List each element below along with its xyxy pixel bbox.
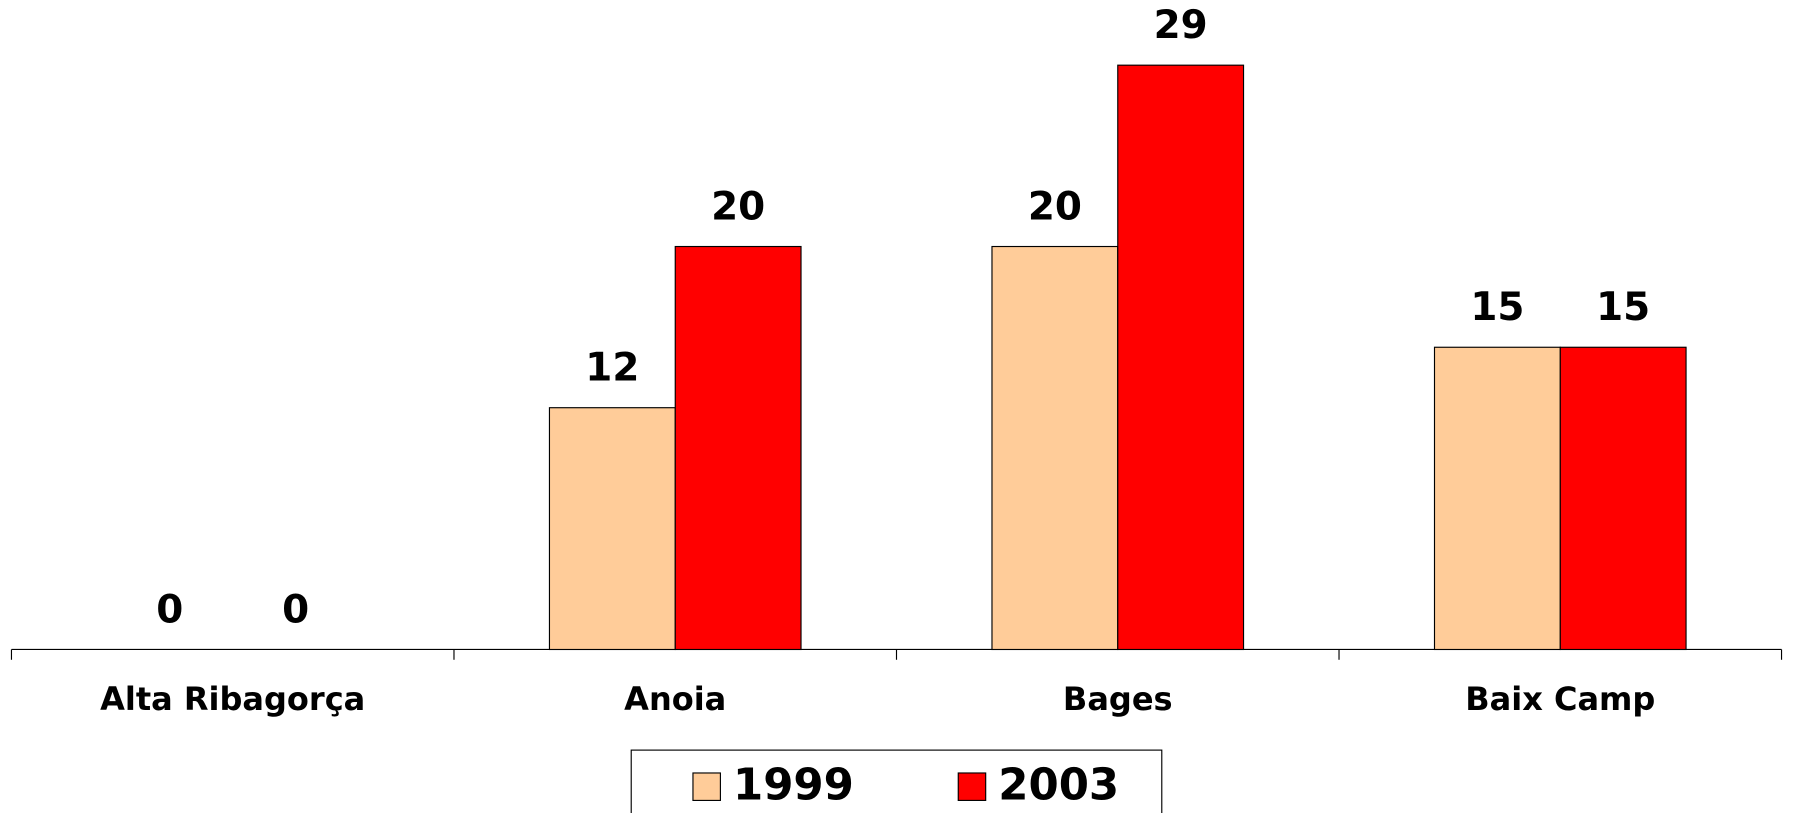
data-label: 12 (585, 345, 639, 390)
legend-label: 2003 (998, 760, 1119, 810)
bar (1433, 346, 1561, 651)
x-tick-label: Alta Ribagorça (100, 680, 365, 718)
data-label: 15 (1470, 285, 1524, 330)
data-label: 0 (156, 587, 183, 632)
x-tick-label: Baix Camp (1465, 680, 1655, 718)
data-label: 20 (1028, 184, 1082, 229)
bar (991, 245, 1119, 651)
legend-swatch (692, 772, 721, 801)
data-label: 29 (1154, 3, 1208, 48)
legend-label: 1999 (733, 760, 854, 810)
data-label: 0 (282, 587, 309, 632)
bar (1117, 64, 1245, 651)
data-label: 15 (1596, 285, 1650, 330)
data-label: 20 (711, 184, 765, 229)
bar (548, 407, 676, 651)
bar (1559, 346, 1687, 651)
bar (674, 245, 802, 651)
x-tick-label: Bages (1063, 680, 1173, 718)
x-tick-label: Anoia (624, 680, 726, 718)
legend-swatch (957, 772, 987, 801)
